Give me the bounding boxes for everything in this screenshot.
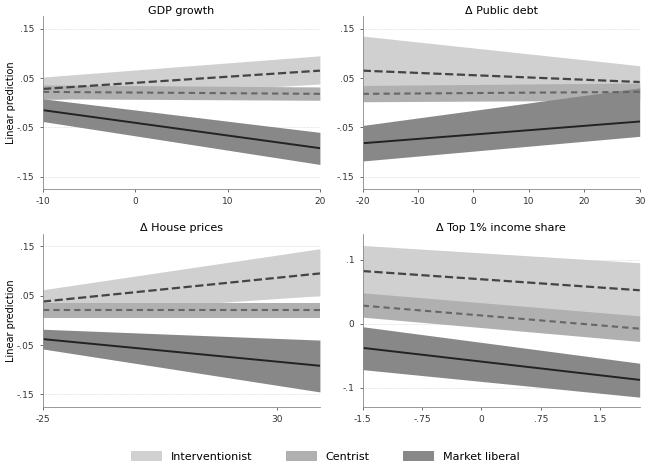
Title: GDP growth: GDP growth [148,6,215,15]
Y-axis label: Linear prediction: Linear prediction [6,62,16,144]
Title: Δ Top 1% income share: Δ Top 1% income share [436,223,566,233]
Title: Δ Public debt: Δ Public debt [465,6,538,15]
Y-axis label: Linear prediction: Linear prediction [6,279,16,361]
Legend: Interventionist, Centrist, Market liberal: Interventionist, Centrist, Market libera… [126,446,525,466]
Title: Δ House prices: Δ House prices [140,223,223,233]
